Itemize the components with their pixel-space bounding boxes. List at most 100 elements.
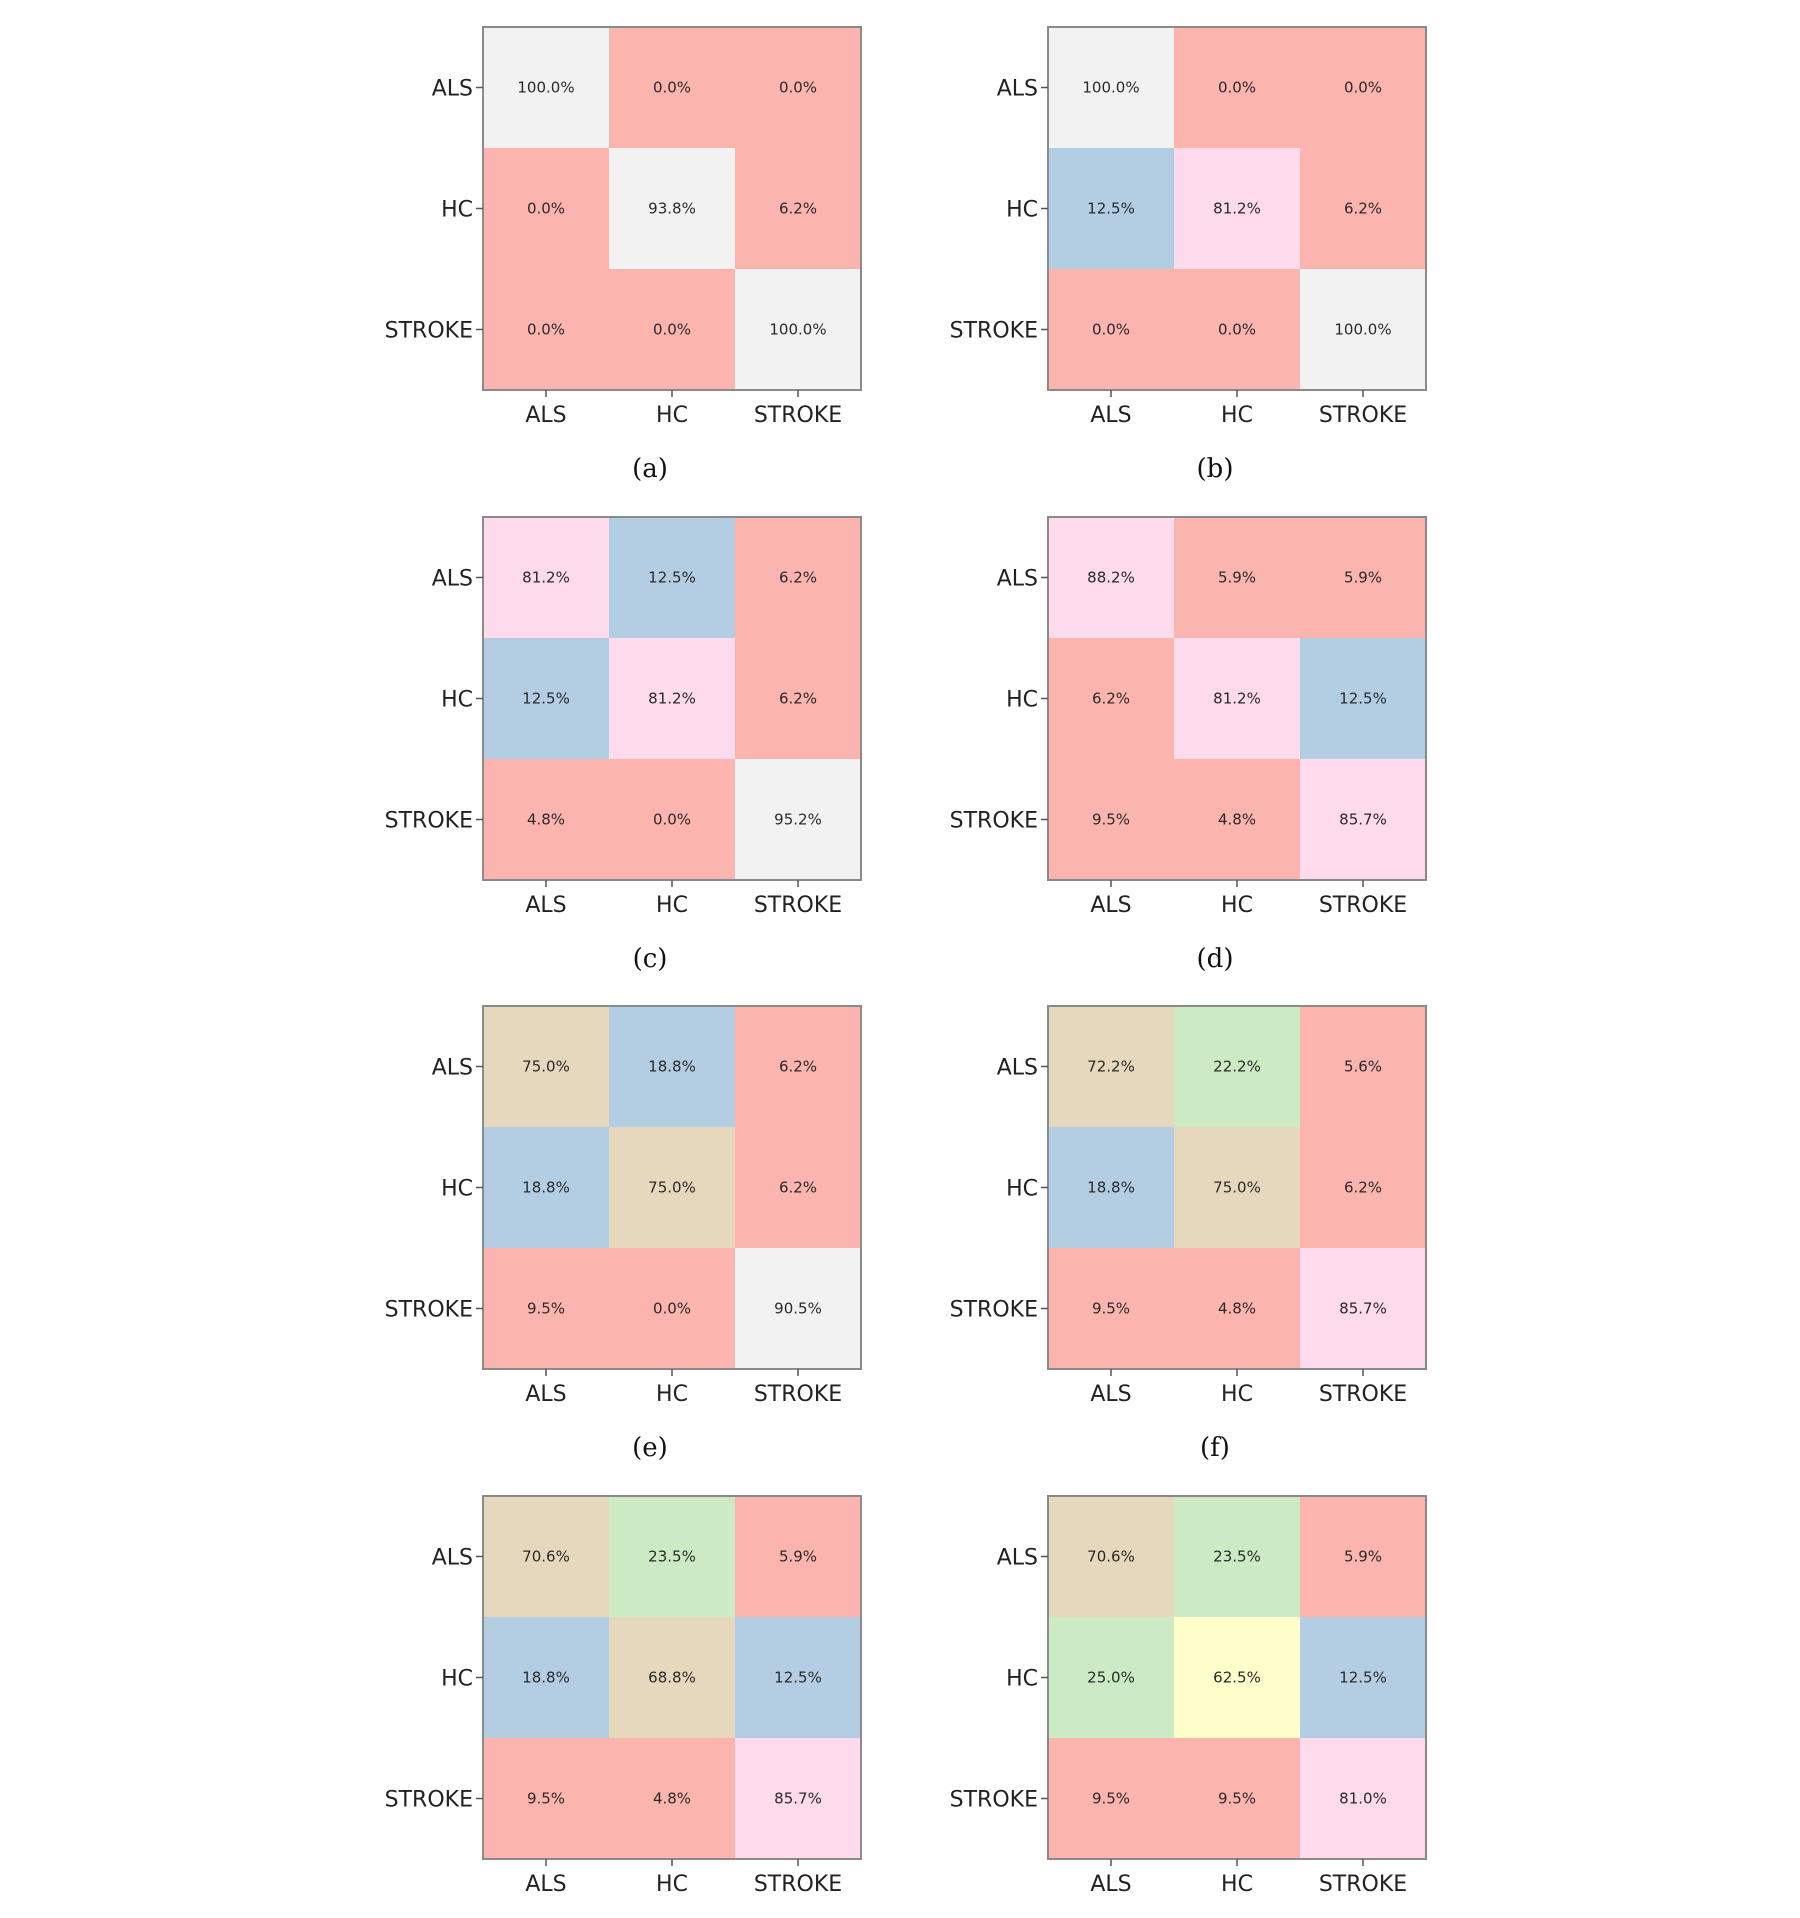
cell-value-label: 9.5% (1092, 1300, 1130, 1318)
cell-value-label: 70.6% (522, 1548, 570, 1566)
cell-value-label: 81.2% (1213, 690, 1261, 708)
x-tick-label: STROKE (1319, 1872, 1407, 1897)
cell-value-label: 6.2% (1344, 1179, 1382, 1197)
matrix-cell (1300, 1127, 1426, 1248)
cell-value-label: 5.9% (1344, 569, 1382, 587)
matrix-cell (609, 148, 735, 269)
y-tick-label: STROKE (385, 319, 473, 344)
cell-value-label: 62.5% (1213, 1669, 1261, 1687)
matrix-cell (1048, 517, 1174, 638)
confusion-matrix-4: 88.2% 5.9% 5.9% 6.2% 81.2% 12.5% 9.5% 4.8% 85.7%… (950, 516, 1427, 974)
matrix-cell (1300, 1738, 1426, 1859)
y-tick-label: HC (1006, 1667, 1038, 1692)
matrix-cell (1048, 1006, 1174, 1127)
matrix-cell (609, 1496, 735, 1617)
x-tick-label: HC (1221, 893, 1253, 918)
cell-value-label: 5.9% (1218, 569, 1256, 587)
matrix-cell (735, 759, 861, 880)
matrix-cell (1174, 27, 1300, 148)
cell-value-label: 72.2% (1087, 1058, 1135, 1076)
matrix-cell (483, 148, 609, 269)
cell-value-label: 9.5% (527, 1300, 565, 1318)
cell-value-label: 100.0% (1334, 321, 1391, 339)
y-tick-label: STROKE (950, 1298, 1038, 1323)
matrix-cell (609, 1127, 735, 1248)
matrix-cell (1174, 1496, 1300, 1617)
matrix-cell (1048, 638, 1174, 759)
y-tick-label: ALS (997, 567, 1038, 592)
cell-value-label: 12.5% (648, 569, 696, 587)
x-tick-label: HC (1221, 1872, 1253, 1897)
matrix-cell (483, 517, 609, 638)
matrix-cell (483, 1248, 609, 1369)
y-tick-label: HC (1006, 688, 1038, 713)
cell-value-label: 18.8% (522, 1669, 570, 1687)
cell-value-label: 12.5% (1087, 200, 1135, 218)
cell-value-label: 5.6% (1344, 1058, 1382, 1076)
x-tick-label: ALS (1090, 893, 1131, 918)
matrix-cell (735, 1496, 861, 1617)
cell-value-label: 18.8% (522, 1179, 570, 1197)
cell-value-label: 9.5% (1092, 811, 1130, 829)
cell-value-label: 6.2% (779, 690, 817, 708)
x-tick-label: STROKE (1319, 403, 1407, 428)
confusion-matrix-7: 70.6% 23.5% 5.9% 18.8% 68.8% 12.5% 9.5% 4.8% 85.… (385, 1495, 862, 1897)
matrix-cell (1300, 1006, 1426, 1127)
matrix-cell (1300, 1248, 1426, 1369)
matrix-cell (483, 1617, 609, 1738)
cell-value-label: 0.0% (653, 321, 691, 339)
matrix-cell (483, 1006, 609, 1127)
matrix-cell (1174, 1248, 1300, 1369)
matrix-cell (483, 638, 609, 759)
cell-value-label: 75.0% (648, 1179, 696, 1197)
subfigure-caption: (f) (1200, 1433, 1230, 1463)
y-tick-label: HC (1006, 1177, 1038, 1202)
cell-value-label: 95.2% (774, 811, 822, 829)
matrix-cell (609, 27, 735, 148)
cell-value-label: 4.8% (1218, 811, 1256, 829)
x-tick-label: STROKE (754, 1872, 842, 1897)
cell-value-label: 100.0% (1082, 79, 1139, 97)
y-tick-label: ALS (997, 1056, 1038, 1081)
matrix-cell (1174, 148, 1300, 269)
cell-value-label: 93.8% (648, 200, 696, 218)
subfigure-caption: (e) (632, 1433, 668, 1463)
matrix-cell (1300, 517, 1426, 638)
matrix-cell (483, 27, 609, 148)
y-tick-label: ALS (432, 567, 473, 592)
cell-value-label: 6.2% (1092, 690, 1130, 708)
y-tick-label: ALS (997, 1546, 1038, 1571)
matrix-cell (735, 517, 861, 638)
matrix-cell (483, 1127, 609, 1248)
matrix-cell (735, 148, 861, 269)
cell-value-label: 4.8% (1218, 1300, 1256, 1318)
y-tick-label: ALS (432, 1056, 473, 1081)
x-tick-label: HC (1221, 403, 1253, 428)
cell-value-label: 12.5% (774, 1669, 822, 1687)
matrix-cell (735, 269, 861, 390)
cell-value-label: 9.5% (527, 1790, 565, 1808)
matrix-cell (735, 1006, 861, 1127)
cell-value-label: 81.2% (522, 569, 570, 587)
matrix-cell (735, 638, 861, 759)
cell-value-label: 4.8% (527, 811, 565, 829)
cell-value-label: 9.5% (1092, 1790, 1130, 1808)
matrix-cell (609, 1248, 735, 1369)
cell-value-label: 23.5% (1213, 1548, 1261, 1566)
y-tick-label: STROKE (950, 809, 1038, 834)
matrix-cell (609, 638, 735, 759)
cell-value-label: 81.2% (648, 690, 696, 708)
subfigure-caption: (b) (1197, 454, 1234, 484)
confusion-matrix-2: 100.0% 0.0% 0.0% 12.5% 81.2% 6.2% 0.0% 0.0% 100.… (950, 26, 1427, 484)
matrix-cell (1300, 638, 1426, 759)
y-tick-label: ALS (432, 1546, 473, 1571)
cell-value-label: 0.0% (1092, 321, 1130, 339)
matrix-cell (1048, 27, 1174, 148)
x-tick-label: STROKE (1319, 1382, 1407, 1407)
subfigure-caption: (d) (1197, 944, 1234, 974)
matrix-cell (609, 1617, 735, 1738)
cell-value-label: 6.2% (779, 200, 817, 218)
matrix-cell (1048, 1248, 1174, 1369)
x-tick-label: HC (656, 1382, 688, 1407)
